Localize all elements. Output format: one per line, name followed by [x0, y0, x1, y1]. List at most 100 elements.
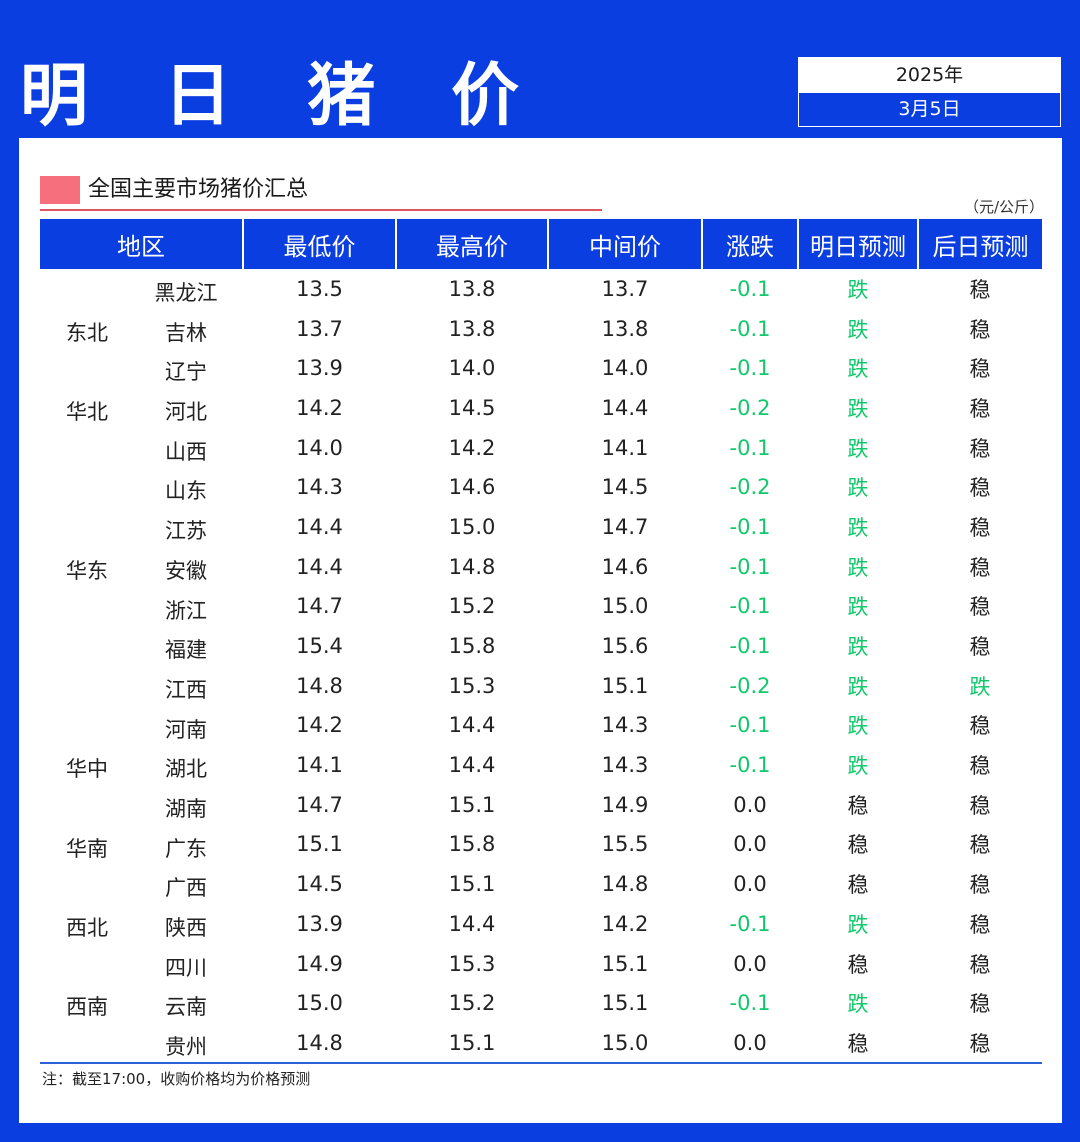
- mid-cell: 15.1: [601, 673, 649, 698]
- mid-cell: 15.6: [601, 634, 649, 659]
- tomorrow-cell: 跌: [847, 396, 869, 421]
- mid-cell: 14.8: [601, 872, 649, 897]
- column-header-dayafter: 后日预测: [918, 219, 1042, 269]
- unit-label: （元/公斤）: [964, 198, 1045, 216]
- mid-cell: 14.3: [601, 713, 649, 738]
- table-row: 江西 14.8 15.3 15.1 -0.2 跌 跌: [40, 666, 1042, 706]
- dayafter-cell: 稳: [969, 952, 991, 977]
- change-cell: -0.1: [729, 435, 771, 460]
- region-cell: 广西: [40, 864, 243, 904]
- region-cell: 东北 吉林: [40, 309, 243, 349]
- tomorrow-cell: 跌: [847, 992, 869, 1017]
- tomorrow-cell: 跌: [847, 754, 869, 779]
- dayafter-cell: 稳: [969, 635, 991, 660]
- change-cell: -0.1: [729, 316, 771, 341]
- table-row: 贵州 14.8 15.1 15.0 0.0 稳 稳: [40, 1023, 1042, 1063]
- province-label: 河北: [165, 400, 207, 425]
- high-cell: 14.5: [448, 395, 496, 420]
- mid-cell: 15.0: [601, 594, 649, 619]
- dayafter-cell: 稳: [969, 1031, 991, 1056]
- region-cell: 西南 云南: [40, 983, 243, 1023]
- low-cell: 15.1: [296, 832, 343, 857]
- region-cell: 辽宁: [40, 348, 243, 388]
- low-cell: 13.9: [296, 356, 343, 381]
- mid-cell: 14.1: [601, 435, 649, 460]
- high-cell: 15.1: [448, 1030, 496, 1055]
- change-cell: -0.1: [729, 713, 771, 738]
- region-cell: 华中 湖北: [40, 745, 243, 785]
- province-label: 广西: [165, 876, 207, 901]
- table-row: 福建 15.4 15.8 15.6 -0.1 跌 稳: [40, 626, 1042, 666]
- high-cell: 14.4: [448, 753, 496, 778]
- table-row: 西北 陕西 13.9 14.4 14.2 -0.1 跌 稳: [40, 904, 1042, 944]
- low-cell: 14.2: [296, 713, 343, 738]
- change-cell: 0.0: [733, 951, 767, 976]
- footnote: 注：截至17:00，收购价格均为价格预测: [42, 1070, 311, 1088]
- tomorrow-cell: 跌: [847, 555, 869, 580]
- price-table: 地区 最低价 最高价 中间价 涨跌 明日预测 后日预测 黑龙江 13.5 13.8 1…: [40, 219, 1042, 1063]
- mid-cell: 15.5: [601, 832, 649, 857]
- column-header-high: 最高价: [396, 219, 549, 269]
- date-day: 3月5日: [799, 92, 1060, 127]
- low-cell: 13.5: [296, 276, 343, 301]
- province-label: 山东: [165, 479, 207, 504]
- dayafter-cell: 稳: [969, 277, 991, 302]
- province-label: 湖南: [165, 796, 207, 821]
- date-box: 2025年 3月5日: [798, 57, 1061, 127]
- province-label: 浙江: [165, 598, 207, 623]
- tomorrow-cell: 跌: [847, 515, 869, 540]
- province-label: 陕西: [165, 916, 207, 940]
- tomorrow-cell: 稳: [847, 952, 869, 977]
- column-header-region: 地区: [40, 219, 244, 269]
- table-row: 东北 吉林 13.7 13.8 13.8 -0.1 跌 稳: [40, 309, 1042, 349]
- low-cell: 14.4: [296, 514, 343, 539]
- region-cell: 浙江: [40, 587, 243, 627]
- low-cell: 13.9: [296, 911, 343, 936]
- province-label: 黑龙江: [154, 281, 218, 305]
- date-year: 2025年: [799, 58, 1060, 92]
- change-cell: 0.0: [733, 832, 767, 857]
- high-cell: 15.0: [448, 514, 496, 539]
- high-cell: 15.2: [448, 594, 496, 619]
- tomorrow-cell: 稳: [847, 793, 869, 818]
- province-label: 云南: [165, 995, 207, 1020]
- province-label: 贵州: [165, 1035, 207, 1060]
- table-row: 山西 14.0 14.2 14.1 -0.1 跌 稳: [40, 428, 1042, 468]
- tomorrow-cell: 跌: [847, 714, 869, 739]
- province-label: 广东: [165, 836, 207, 861]
- column-header-low: 最低价: [243, 219, 397, 269]
- change-cell: -0.1: [729, 911, 771, 936]
- dayafter-cell: 稳: [969, 317, 991, 342]
- mid-cell: 14.6: [601, 554, 649, 579]
- column-header-tomorrow: 明日预测: [798, 219, 919, 269]
- high-cell: 14.2: [448, 435, 496, 460]
- high-cell: 14.8: [448, 554, 496, 579]
- region-cell: 西北 陕西: [40, 904, 243, 944]
- section-marker-icon: [40, 176, 80, 204]
- dayafter-cell: 稳: [969, 793, 991, 818]
- tomorrow-cell: 跌: [847, 912, 869, 937]
- table-row: 广西 14.5 15.1 14.8 0.0 稳 稳: [40, 864, 1042, 904]
- low-cell: 14.8: [296, 673, 343, 698]
- region-label: 东北: [66, 320, 108, 345]
- dayafter-cell: 跌: [969, 674, 991, 699]
- region-cell: 贵州: [40, 1023, 243, 1063]
- mid-cell: 14.3: [601, 753, 649, 778]
- region-cell: 华东 安徽: [40, 547, 243, 587]
- high-cell: 15.1: [448, 872, 496, 897]
- region-cell: 黑龙江: [40, 269, 243, 309]
- mid-cell: 14.4: [601, 395, 649, 420]
- high-cell: 14.6: [448, 475, 496, 500]
- low-cell: 14.0: [296, 435, 343, 460]
- low-cell: 13.7: [296, 316, 343, 341]
- region-cell: 华南 广东: [40, 825, 243, 865]
- change-cell: -0.1: [729, 634, 771, 659]
- province-label: 安徽: [165, 558, 207, 583]
- change-cell: -0.1: [729, 276, 771, 301]
- province-label: 江西: [165, 677, 207, 702]
- region-cell: 福建: [40, 626, 243, 666]
- mid-cell: 15.0: [601, 1030, 649, 1055]
- region-cell: 山西: [40, 428, 243, 468]
- mid-cell: 13.8: [601, 316, 649, 341]
- region-cell: 华北 河北: [40, 388, 243, 428]
